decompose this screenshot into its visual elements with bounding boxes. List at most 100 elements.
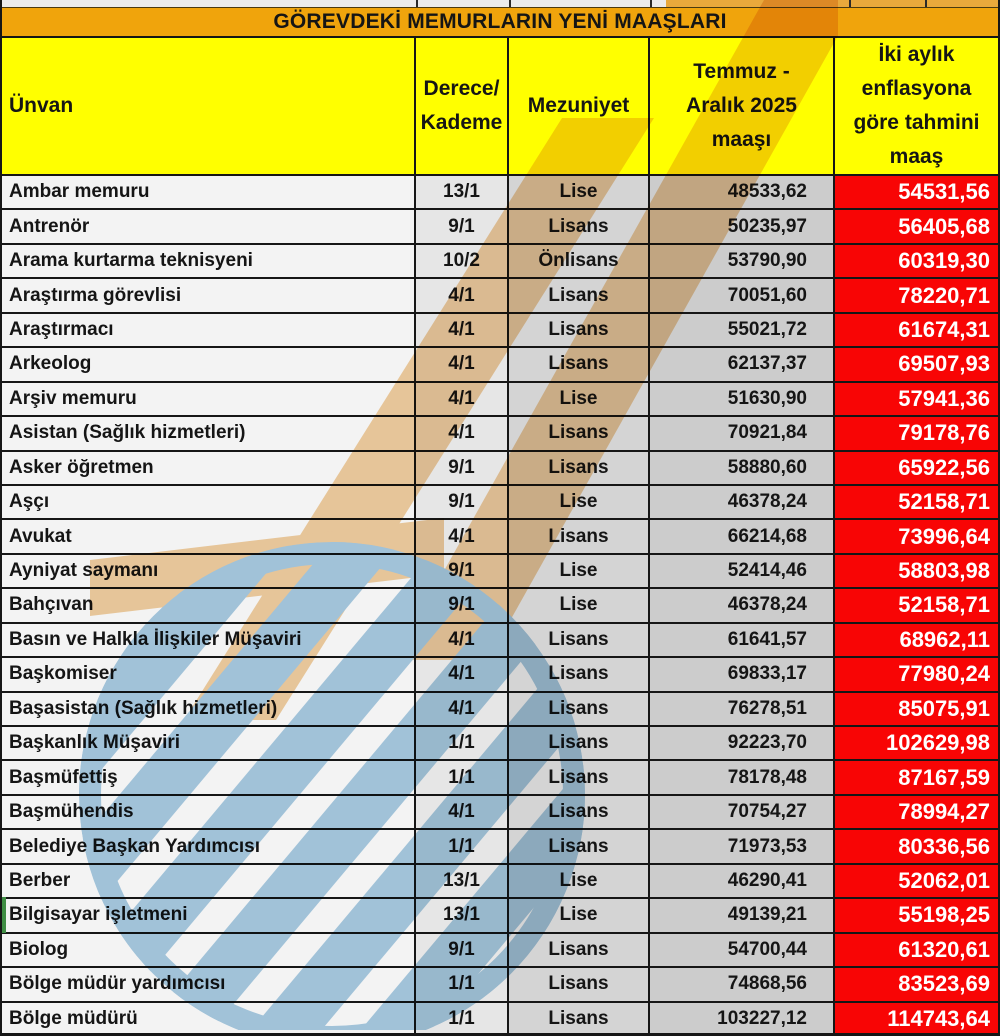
- table-row: Başmühendis 4/1 Lisans 70754,27 78994,27: [2, 795, 998, 831]
- cell-tahmini-maas: 77980,24: [835, 658, 998, 691]
- cell-derece-kademe: 9/1: [416, 451, 509, 484]
- cell-derece-kademe: 1/1: [416, 761, 509, 794]
- cell-unvan: Belediye Başkan Yardımcısı: [2, 830, 416, 863]
- cell-tahmini-maas: 83523,69: [835, 968, 998, 1001]
- header-derece-kademe: Derece/ Kademe: [416, 38, 509, 174]
- cell-tahmini-maas: 52158,71: [835, 485, 998, 519]
- cell-tahmini-maas: 56405,68: [835, 210, 998, 243]
- cell-derece-kademe: 13/1: [416, 176, 509, 209]
- cell-tahmini-maas: 102629,98: [835, 727, 998, 760]
- cell-mezuniyet: Lise: [509, 382, 650, 416]
- cell-tahmini-maas: 78220,71: [835, 279, 998, 312]
- cell-mezuniyet: Lisans: [509, 417, 650, 450]
- table-row: Başkanlık Müşaviri 1/1 Lisans 92223,70 1…: [2, 727, 998, 762]
- cell-derece-kademe: 13/1: [416, 864, 509, 898]
- cell-temmuz-aralik-maas: 54700,44: [650, 933, 835, 967]
- cell-temmuz-aralik-maas: 51630,90: [650, 382, 835, 416]
- spreadsheet-top-strip: [2, 0, 998, 7]
- cell-tahmini-maas: 65922,56: [835, 451, 998, 484]
- table-row: Bölge müdür yardımcısı 1/1 Lisans 74868,…: [2, 968, 998, 1003]
- cell-derece-kademe: 4/1: [416, 623, 509, 657]
- cell-mezuniyet: Lisans: [509, 210, 650, 243]
- table-row: Ambar memuru 13/1 Lise 48533,62 54531,56: [2, 176, 998, 211]
- grid-line: [849, 0, 851, 7]
- header-tahmini-maas: İki aylık enflasyona göre tahmini maaş: [853, 43, 980, 168]
- cell-tahmini-maas: 54531,56: [835, 176, 998, 209]
- table-row: Bilgisayar işletmeni 13/1 Lise 49139,21 …: [2, 899, 998, 934]
- cell-derece-kademe: 13/1: [416, 899, 509, 932]
- cell-tahmini-maas: 78994,27: [835, 795, 998, 829]
- cell-mezuniyet: Lisans: [509, 623, 650, 657]
- table-row: Arama kurtarma teknisyeni 10/2 Önlisans …: [2, 244, 998, 280]
- cell-temmuz-aralik-maas: 61641,57: [650, 623, 835, 657]
- cell-derece-kademe: 1/1: [416, 968, 509, 1001]
- header-mezuniyet: Mezuniyet: [509, 38, 650, 174]
- cell-mezuniyet: Önlisans: [509, 244, 650, 278]
- cell-temmuz-aralik-maas: 78178,48: [650, 761, 835, 794]
- cell-mezuniyet: Lisans: [509, 658, 650, 691]
- cell-temmuz-aralik-maas: 70754,27: [650, 795, 835, 829]
- cell-derece-kademe: 4/1: [416, 279, 509, 312]
- cell-derece-kademe: 10/2: [416, 244, 509, 278]
- cell-temmuz-aralik-maas: 48533,62: [650, 176, 835, 209]
- table-row: Belediye Başkan Yardımcısı 1/1 Lisans 71…: [2, 830, 998, 865]
- cell-mezuniyet: Lisans: [509, 348, 650, 381]
- cell-temmuz-aralik-maas: 49139,21: [650, 899, 835, 932]
- cell-unvan: Bahçıvan: [2, 589, 416, 622]
- table-row: Ayniyat saymanı 9/1 Lise 52414,46 58803,…: [2, 554, 998, 590]
- cell-temmuz-aralik-maas: 103227,12: [650, 1002, 835, 1033]
- cell-unvan: Asker öğretmen: [2, 451, 416, 484]
- cell-unvan: Basın ve Halkla İlişkiler Müşaviri: [2, 623, 416, 657]
- table-row: Araştırma görevlisi 4/1 Lisans 70051,60 …: [2, 279, 998, 314]
- cell-temmuz-aralik-maas: 66214,68: [650, 520, 835, 553]
- table-row: Araştırmacı 4/1 Lisans 55021,72 61674,31: [2, 313, 998, 349]
- table-row: Avukat 4/1 Lisans 66214,68 73996,64: [2, 520, 998, 555]
- table-row: Antrenör 9/1 Lisans 50235,97 56405,68: [2, 210, 998, 245]
- cell-temmuz-aralik-maas: 46378,24: [650, 485, 835, 519]
- cell-temmuz-aralik-maas: 55021,72: [650, 313, 835, 347]
- cell-unvan: Asistan (Sağlık hizmetleri): [2, 417, 416, 450]
- cell-tahmini-maas: 68962,11: [835, 623, 998, 657]
- cell-unvan: Antrenör: [2, 210, 416, 243]
- cell-tahmini-maas: 114743,64: [835, 1002, 998, 1033]
- cell-unvan: Bölge müdürü: [2, 1002, 416, 1033]
- cell-temmuz-aralik-maas: 70051,60: [650, 279, 835, 312]
- cell-derece-kademe: 9/1: [416, 933, 509, 967]
- cell-unvan: Avukat: [2, 520, 416, 553]
- cell-tahmini-maas: 87167,59: [835, 761, 998, 794]
- cell-mezuniyet: Lisans: [509, 761, 650, 794]
- cell-mezuniyet: Lisans: [509, 968, 650, 1001]
- cell-unvan: Ayniyat saymanı: [2, 554, 416, 588]
- cell-unvan: Başasistan (Sağlık hizmetleri): [2, 692, 416, 725]
- cell-derece-kademe: 1/1: [416, 1002, 509, 1033]
- page-title-text: GÖREVDEKİ MEMURLARIN YENİ MAAŞLARI: [273, 10, 727, 33]
- table-header-row: Ünvan Derece/ Kademe Mezuniyet Temmuz - …: [2, 38, 998, 176]
- table-row: Biolog 9/1 Lisans 54700,44 61320,61: [2, 933, 998, 969]
- cell-derece-kademe: 9/1: [416, 589, 509, 622]
- cell-unvan: Arşiv memuru: [2, 382, 416, 416]
- cell-unvan: Ambar memuru: [2, 176, 416, 209]
- cell-unvan: Berber: [2, 864, 416, 898]
- cell-tahmini-maas: 52158,71: [835, 589, 998, 622]
- table-body: Ambar memuru 13/1 Lise 48533,62 54531,56…: [2, 176, 998, 1033]
- grid-line: [925, 0, 927, 7]
- cell-mezuniyet: Lise: [509, 864, 650, 898]
- table-row: Asistan (Sağlık hizmetleri) 4/1 Lisans 7…: [2, 417, 998, 452]
- cell-unvan: Arkeolog: [2, 348, 416, 381]
- cell-temmuz-aralik-maas: 92223,70: [650, 727, 835, 760]
- header-unvan: Ünvan: [2, 38, 416, 174]
- cell-tahmini-maas: 58803,98: [835, 554, 998, 588]
- cell-tahmini-maas: 73996,64: [835, 520, 998, 553]
- cell-tahmini-maas: 57941,36: [835, 382, 998, 416]
- grid-line: [416, 0, 418, 7]
- cell-tahmini-maas: 61320,61: [835, 933, 998, 967]
- cell-temmuz-aralik-maas: 46290,41: [650, 864, 835, 898]
- cell-derece-kademe: 9/1: [416, 210, 509, 243]
- cell-unvan: Bilgisayar işletmeni: [2, 899, 416, 932]
- cell-tahmini-maas: 52062,01: [835, 864, 998, 898]
- grid-line: [650, 0, 652, 7]
- page-title: GÖREVDEKİ MEMURLARIN YENİ MAAŞLARI: [2, 7, 998, 38]
- cell-mezuniyet: Lisans: [509, 692, 650, 725]
- cell-derece-kademe: 9/1: [416, 554, 509, 588]
